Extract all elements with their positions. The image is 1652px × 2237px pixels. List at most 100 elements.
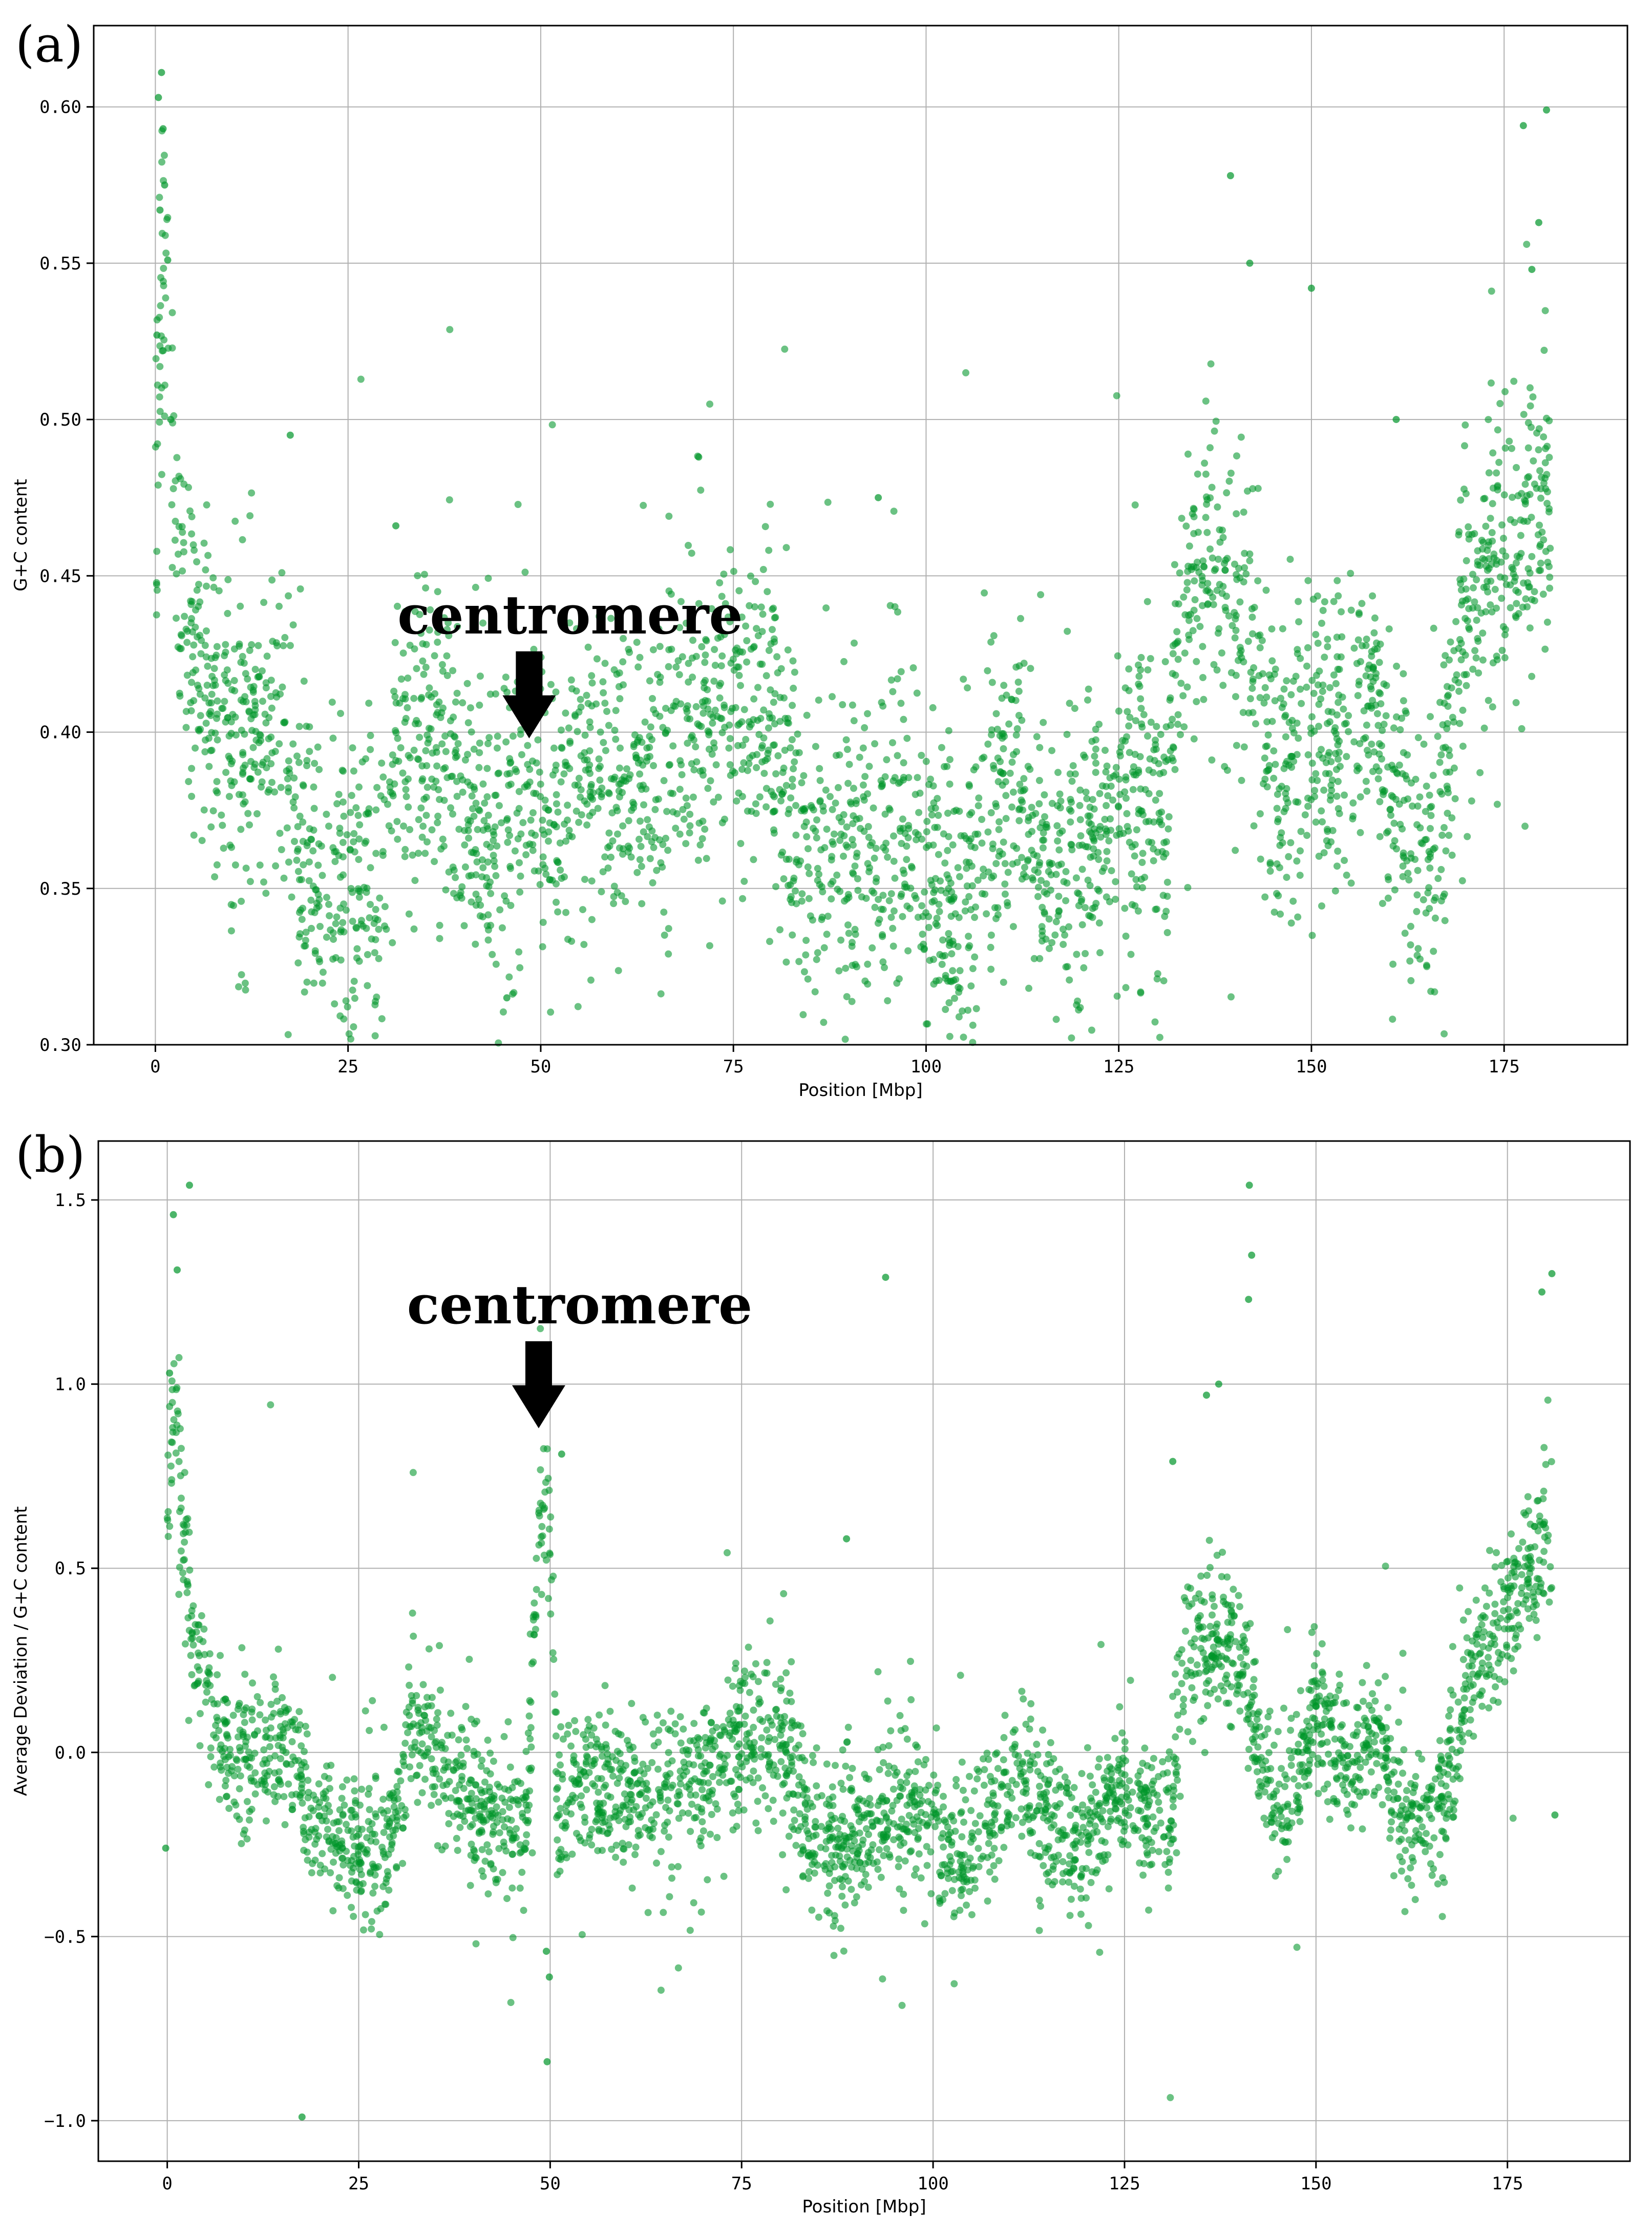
data-point bbox=[262, 684, 270, 691]
data-point bbox=[686, 811, 694, 818]
data-point bbox=[1489, 1632, 1496, 1640]
data-point bbox=[437, 714, 444, 721]
data-point bbox=[1455, 687, 1463, 695]
data-point bbox=[585, 1834, 593, 1842]
data-point bbox=[1139, 850, 1147, 857]
data-point bbox=[1498, 647, 1506, 654]
data-point bbox=[1498, 595, 1506, 602]
data-point bbox=[685, 542, 692, 549]
data-point bbox=[291, 838, 298, 845]
data-point bbox=[746, 723, 753, 731]
data-point bbox=[1543, 442, 1551, 450]
data-point bbox=[1379, 1801, 1386, 1808]
data-point bbox=[208, 672, 216, 680]
data-point bbox=[665, 762, 673, 769]
data-point bbox=[700, 1827, 707, 1835]
data-point bbox=[158, 347, 166, 355]
data-point bbox=[1002, 792, 1010, 799]
data-point bbox=[179, 1569, 186, 1577]
data-point bbox=[1475, 669, 1482, 677]
data-point bbox=[1124, 708, 1131, 715]
data-point bbox=[1536, 521, 1543, 529]
data-point bbox=[794, 730, 801, 738]
data-point bbox=[1501, 654, 1509, 662]
data-point bbox=[1485, 416, 1492, 424]
data-point bbox=[516, 1884, 524, 1892]
data-point bbox=[782, 1748, 790, 1756]
data-point bbox=[1206, 444, 1214, 452]
data-point bbox=[870, 804, 877, 812]
data-point bbox=[1167, 722, 1175, 729]
data-point bbox=[743, 637, 751, 644]
data-point bbox=[683, 1746, 690, 1754]
data-point bbox=[1464, 595, 1472, 603]
data-point bbox=[608, 809, 616, 817]
data-point bbox=[268, 704, 276, 712]
data-point bbox=[1470, 584, 1477, 592]
data-point bbox=[1156, 790, 1163, 797]
data-point bbox=[750, 643, 758, 650]
data-point bbox=[876, 1766, 883, 1774]
data-point bbox=[1359, 642, 1366, 649]
data-point bbox=[885, 1742, 893, 1749]
data-point bbox=[1147, 655, 1154, 662]
data-point bbox=[158, 69, 165, 76]
data-point bbox=[553, 880, 560, 888]
data-point bbox=[583, 691, 590, 699]
data-point bbox=[1539, 1495, 1547, 1503]
data-point bbox=[1192, 1594, 1199, 1602]
data-point bbox=[765, 647, 773, 654]
data-point bbox=[820, 1019, 828, 1026]
data-point bbox=[763, 1726, 771, 1734]
data-point bbox=[810, 806, 817, 814]
data-point bbox=[885, 897, 893, 904]
data-point bbox=[634, 663, 642, 671]
data-point bbox=[228, 843, 236, 851]
data-point bbox=[1261, 893, 1269, 901]
data-point bbox=[1083, 795, 1091, 803]
data-point bbox=[769, 626, 776, 634]
data-point bbox=[750, 1767, 757, 1775]
data-point bbox=[1362, 1717, 1370, 1724]
data-point bbox=[1438, 1913, 1446, 1921]
data-point bbox=[1324, 828, 1331, 835]
data-point bbox=[1413, 891, 1421, 899]
data-point bbox=[1458, 877, 1466, 884]
data-point bbox=[527, 1724, 535, 1732]
data-point bbox=[1369, 697, 1376, 704]
data-point bbox=[1041, 791, 1048, 798]
data-point bbox=[326, 912, 333, 920]
data-point bbox=[772, 770, 780, 777]
data-point bbox=[419, 822, 427, 830]
data-point bbox=[1036, 824, 1044, 832]
data-point bbox=[965, 944, 972, 952]
data-point bbox=[721, 815, 728, 823]
data-point bbox=[984, 828, 992, 836]
data-point bbox=[1033, 733, 1041, 741]
data-point bbox=[1509, 494, 1516, 501]
data-point bbox=[381, 903, 389, 911]
data-point bbox=[180, 548, 187, 556]
data-point bbox=[293, 848, 301, 855]
data-point bbox=[636, 653, 644, 661]
data-point bbox=[1256, 631, 1264, 639]
data-point bbox=[1287, 1726, 1295, 1734]
data-point bbox=[1500, 1607, 1507, 1615]
data-point bbox=[422, 664, 430, 671]
data-point bbox=[210, 1763, 218, 1771]
data-point bbox=[188, 679, 195, 686]
data-point bbox=[835, 967, 843, 975]
data-point bbox=[1122, 794, 1130, 802]
data-point bbox=[1326, 718, 1333, 726]
data-point bbox=[308, 1869, 315, 1876]
data-point bbox=[445, 868, 453, 876]
data-point bbox=[1538, 529, 1546, 536]
data-point bbox=[718, 729, 726, 736]
data-point bbox=[843, 843, 851, 851]
data-point bbox=[1412, 1772, 1420, 1780]
data-point bbox=[994, 778, 1002, 786]
data-point bbox=[823, 931, 831, 938]
data-point bbox=[1104, 792, 1112, 799]
data-point bbox=[364, 951, 371, 958]
data-point bbox=[926, 957, 934, 964]
